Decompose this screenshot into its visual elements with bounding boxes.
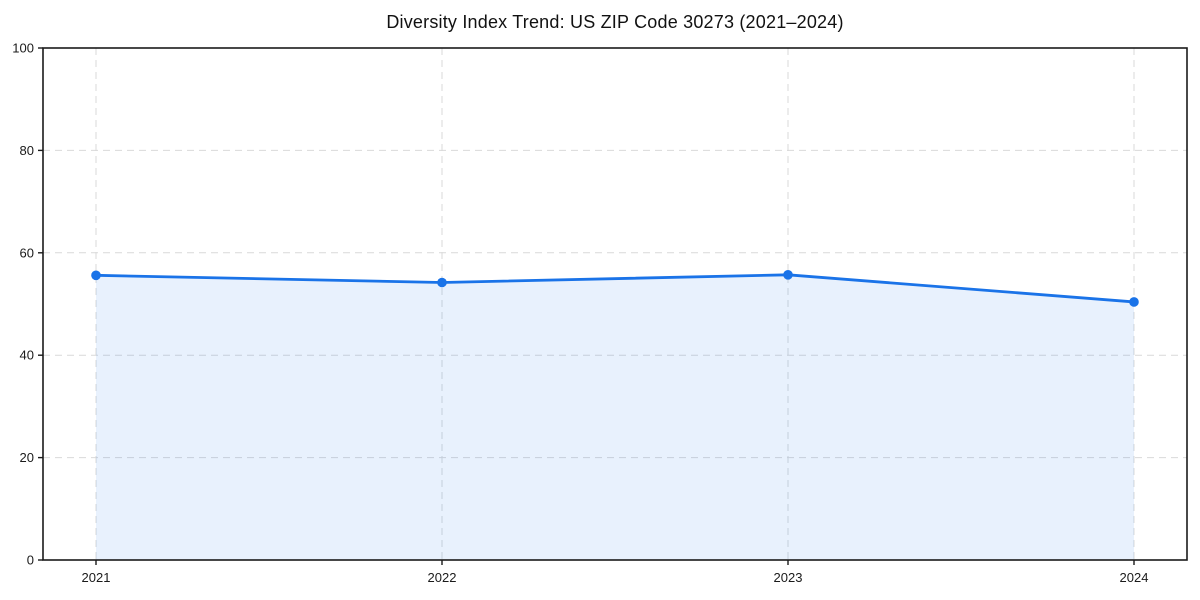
y-tick-label: 60 — [20, 245, 34, 260]
x-tick-label: 2023 — [774, 570, 803, 585]
y-tick-label: 100 — [12, 41, 34, 56]
area-fill — [96, 274, 1134, 560]
chart-title: Diversity Index Trend: US ZIP Code 30273… — [386, 12, 844, 32]
plot-border — [42, 47, 1188, 561]
x-tick-label: 2021 — [82, 570, 111, 585]
trend-line — [94, 273, 1136, 304]
y-tick-label: 40 — [20, 348, 34, 363]
x-tick-label: 2024 — [1120, 570, 1149, 585]
data-point — [91, 270, 101, 281]
x-tick-label: 2022 — [428, 570, 457, 585]
data-point — [1129, 297, 1139, 307]
y-tick-label: 20 — [20, 450, 34, 465]
data-point — [437, 277, 447, 288]
y-tick-label: 0 — [27, 553, 34, 568]
y-tick-label: 80 — [20, 143, 34, 158]
data-point — [783, 270, 793, 280]
